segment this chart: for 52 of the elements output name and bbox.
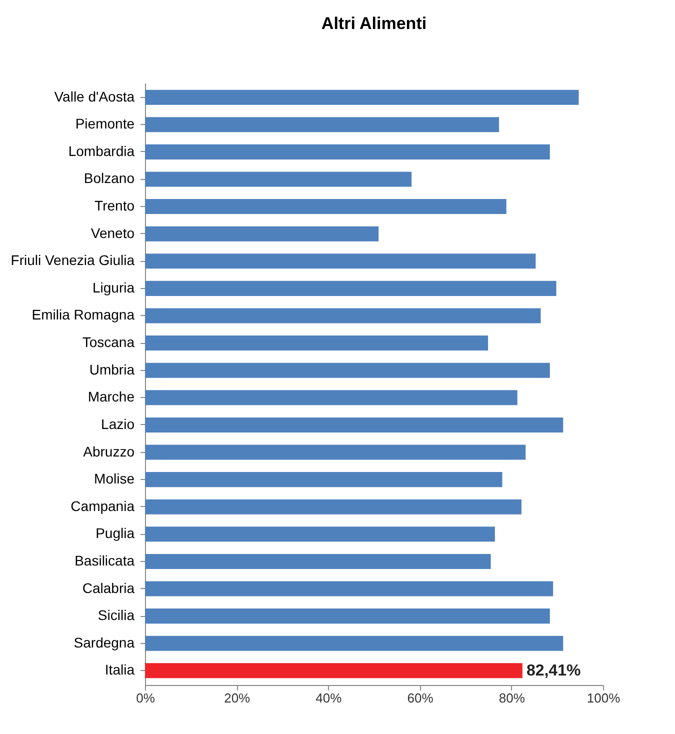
y-tick-label: Bolzano xyxy=(84,170,135,186)
bar xyxy=(145,90,579,105)
y-tick-label: Puglia xyxy=(96,525,135,542)
x-tick-label: 0% xyxy=(136,690,156,706)
bar xyxy=(145,226,379,242)
bar xyxy=(145,526,495,542)
bar xyxy=(145,663,522,678)
y-tick-label: Abruzzo xyxy=(83,443,135,460)
bar xyxy=(145,254,536,269)
bar xyxy=(145,417,564,432)
x-tick-label: 80% xyxy=(498,690,526,706)
bar xyxy=(145,280,556,296)
bar xyxy=(145,336,488,351)
y-tick-label: Veneto xyxy=(90,224,135,241)
bar xyxy=(145,636,564,651)
y-tick-label: Umbria xyxy=(89,361,135,378)
y-tick-label: Piemonte xyxy=(75,116,135,132)
y-tick-label: Valle d'Aosta xyxy=(54,88,135,104)
bar xyxy=(145,444,526,460)
bar xyxy=(145,117,500,132)
bar xyxy=(145,390,518,406)
y-tick-label: Friuli Venezia Giulia xyxy=(10,252,135,268)
y-tick-label: Sardegna xyxy=(74,634,135,650)
bar xyxy=(145,308,541,324)
x-tick-label: 60% xyxy=(407,690,434,706)
y-tick-label: Sicilia xyxy=(98,607,135,624)
y-tick-label: Molise xyxy=(94,470,135,487)
y-tick-label: Toscana xyxy=(82,334,135,350)
x-tick-label: 40% xyxy=(316,690,342,706)
bar xyxy=(145,199,506,214)
x-tick-label: 20% xyxy=(224,690,251,706)
bar xyxy=(145,608,550,624)
bar xyxy=(145,581,554,596)
y-tick-label: Emilia Romagna xyxy=(32,306,135,323)
bar xyxy=(145,499,522,514)
y-tick-label: Liguria xyxy=(92,279,135,296)
y-tick-label: Lombardia xyxy=(68,142,135,159)
y-tick-label: Lazio xyxy=(101,416,135,432)
bar xyxy=(145,554,491,569)
y-tick-label: Basilicata xyxy=(74,552,135,568)
bar xyxy=(145,172,412,187)
y-tick-label: Trento xyxy=(94,198,135,214)
bar xyxy=(145,362,550,378)
x-tick-label: 100% xyxy=(586,690,621,706)
chart-title: Altri Alimenti xyxy=(321,14,427,33)
y-tick-label: Italia xyxy=(104,662,135,678)
bar xyxy=(145,144,550,160)
data-label: 82,41% xyxy=(526,662,581,680)
y-tick-label: Campania xyxy=(70,498,135,514)
bar xyxy=(145,472,502,488)
y-tick-label: Calabria xyxy=(82,580,135,596)
y-tick-label: Marche xyxy=(88,388,135,405)
